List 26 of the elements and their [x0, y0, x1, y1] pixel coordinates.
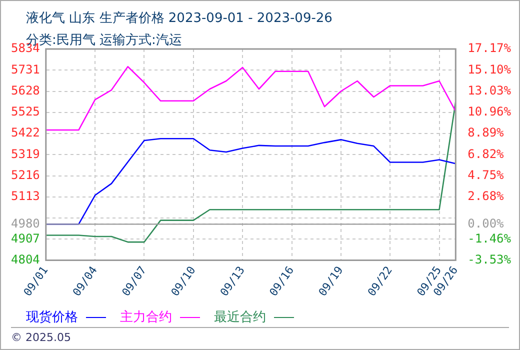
y2-tick-label: 8.89% — [468, 126, 505, 140]
legend-label: 最近合约 — [214, 310, 266, 325]
y-tick-label: 5113 — [10, 189, 40, 204]
y2-tick-label: 2.68% — [468, 189, 505, 204]
y-tick-label: 4907 — [10, 231, 40, 246]
y-tick-label: 4980 — [10, 216, 40, 230]
legend-label: 主力合约 — [120, 310, 172, 325]
y-tick-label: 5319 — [10, 146, 40, 161]
y-tick-label: 5628 — [10, 83, 40, 98]
y2-tick-label: 4.75% — [468, 168, 505, 182]
legend-label: 现货价格 — [26, 310, 78, 325]
y-tick-label: 4804 — [10, 252, 40, 266]
text: © 2025.05 — [11, 331, 71, 344]
y2-tick-label: 15.10% — [468, 62, 512, 76]
y-tick-label: 5731 — [10, 62, 40, 76]
y2-tick-label: 17.17% — [468, 41, 512, 56]
y-tick-label: 5422 — [10, 126, 40, 140]
y2-tick-label: 0.00% — [468, 216, 505, 230]
y2-tick-label: -3.53% — [468, 252, 512, 266]
y-tick-label: 5216 — [10, 168, 40, 182]
y2-tick-label: 13.03% — [468, 83, 512, 98]
chart-title: 液化气 山东 生产者价格 2023-09-01 - 2023-09-26 — [26, 10, 332, 27]
y-tick-label: 5525 — [10, 104, 40, 119]
y2-tick-label: 10.96% — [468, 104, 512, 119]
y2-tick-label: 6.82% — [468, 146, 505, 161]
y2-tick-label: -1.46% — [468, 231, 512, 246]
